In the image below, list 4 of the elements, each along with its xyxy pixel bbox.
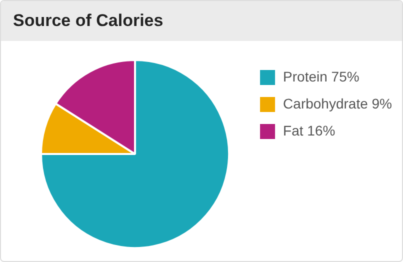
legend-label: Protein 75%	[283, 68, 360, 84]
chart-title: Source of Calories	[1, 1, 402, 41]
legend-label: Carbohydrate 9%	[283, 95, 392, 112]
legend-label: Fat 16%	[283, 122, 336, 138]
